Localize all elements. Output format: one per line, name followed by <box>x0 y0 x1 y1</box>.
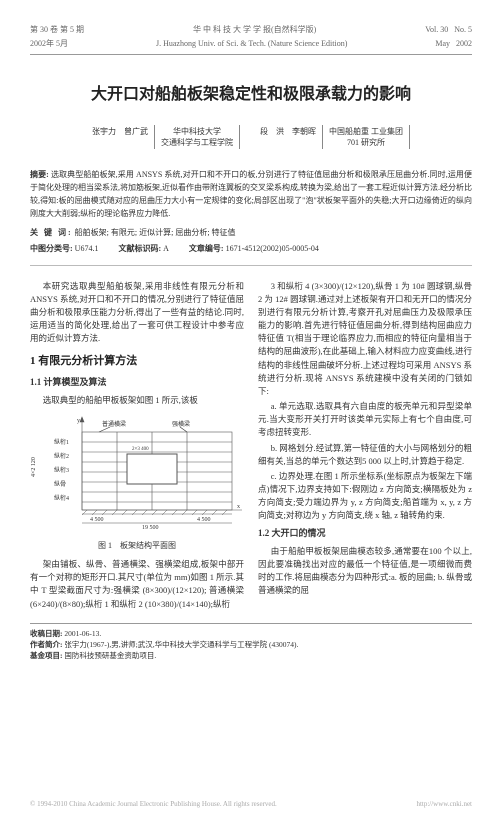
svg-text:4 500: 4 500 <box>197 517 211 523</box>
keywords-text: 船舶板架; 有限元; 近似计算; 屈曲分析; 特征值 <box>75 228 236 237</box>
svg-text:y: y <box>77 418 80 424</box>
abstract: 摘要: 选取典型船舶板架,采用 ANSYS 系统,对开口和不开口的板,分别进行了… <box>30 169 472 220</box>
abstract-label: 摘要: <box>30 170 49 179</box>
svg-text:强横梁: 强横梁 <box>172 420 190 428</box>
svg-text:x: x <box>237 504 240 510</box>
svg-text:纵骨: 纵骨 <box>54 481 66 488</box>
footer-notes: 收稿日期: 2001-06-13. 作者简介: 张宇力(1967-),男,讲师;… <box>30 623 472 662</box>
fund-label: 基金项目: <box>30 651 63 660</box>
heading-1: 1 有限元分析计算方法 <box>30 353 244 370</box>
para-after-fig: 架由铺板、纵骨、普通横梁、强横梁组成,板架中部开有一个对称的矩形开口.其尺寸(单… <box>30 558 244 611</box>
paper-title: 大开口对船舶板架稳定性和极限承载力的影响 <box>30 83 472 107</box>
watermark-right: http://www.cnki.net <box>416 799 472 810</box>
author-names-2: 段 洪 李朝晖 <box>260 125 316 138</box>
svg-text:4×2 120: 4×2 120 <box>31 457 37 477</box>
svg-text:纵桁4: 纵桁4 <box>54 494 69 502</box>
header-top-row: 第 30 卷 第 5 期 华 中 科 技 大 学 学 报(自然科学版) Vol.… <box>30 24 472 36</box>
r-p2: 由于船舶甲板板架屈曲模态较多,通常要在100 个以上,因此要准确找出对应的最低一… <box>258 545 472 598</box>
heading-1-1: 1.1 计算模型及算法 <box>30 376 244 390</box>
svg-text:普通横梁: 普通横梁 <box>102 420 126 428</box>
journal-cn: 华 中 科 技 大 学 学 报(自然科学版) <box>193 24 316 36</box>
classification-row: 中图分类号: U674.1 文献标识码: A 文章编号: 1671-4512(2… <box>30 243 472 266</box>
heading-1-2: 1.2 大开口的情况 <box>258 527 472 541</box>
recv-label: 收稿日期: <box>30 629 63 638</box>
author-bio-label: 作者简介: <box>30 640 63 649</box>
figure-1-svg: 普通横梁 强横梁 纵桁1 纵桁2 纵桁3 纵骨 纵桁4 4×2 120 2×3 … <box>30 414 244 534</box>
keywords-label: 关 键 词: <box>30 228 73 237</box>
svg-text:2×3 400: 2×3 400 <box>132 447 149 452</box>
date-en: May 2002 <box>435 38 472 50</box>
figure-1: 普通横梁 强横梁 纵桁1 纵桁2 纵桁3 纵骨 纵桁4 4×2 120 2×3 … <box>30 414 244 553</box>
header-bottom-row: 2002年 5月 J. Huazhong Univ. of Sci. & Tec… <box>30 38 472 55</box>
svg-text:4 500: 4 500 <box>90 517 104 523</box>
affiliation-1: 华中科技大学 交通科学与工程学院 <box>154 125 240 149</box>
svg-text:纵桁3: 纵桁3 <box>54 466 69 474</box>
r-pc: c. 边界处理.在图 1 所示坐标系(坐标原点为板架左下端点)情况下,边界支持如… <box>258 470 472 523</box>
date-cn: 2002年 5月 <box>30 38 68 50</box>
right-column: 3 和纵桁 4 (3×300)/(12×120),纵骨 1 为 10# 圆球钢,… <box>258 280 472 613</box>
author-block: 张宇力 曾广武 华中科技大学 交通科学与工程学院 段 洪 李朝晖 中国船舶重 工… <box>30 125 472 149</box>
author-names-1: 张宇力 曾广武 <box>92 125 148 138</box>
body-columns: 本研究选取典型船舶板架,采用非线性有限元分析和 ANSYS 系统,对开口和不开口… <box>30 280 472 613</box>
left-column: 本研究选取典型船舶板架,采用非线性有限元分析和 ANSYS 系统,对开口和不开口… <box>30 280 244 613</box>
vol-issue-cn: 第 30 卷 第 5 期 <box>30 24 84 36</box>
svg-text:纵桁2: 纵桁2 <box>54 452 69 460</box>
article-num: 文章编号: 1671-4512(2002)05-0005-04 <box>189 243 319 255</box>
clc: 中图分类号: U674.1 <box>30 243 98 255</box>
keywords: 关 键 词: 船舶板架; 有限元; 近似计算; 屈曲分析; 特征值 <box>30 227 472 239</box>
r-p1: 3 和纵桁 4 (3×300)/(12×120),纵骨 1 为 10# 圆球钢,… <box>258 280 472 399</box>
doc-code: 文献标识码: A <box>118 243 168 255</box>
para-1-1: 选取典型的船舶甲板板架如图 1 所示,该板 <box>30 394 244 407</box>
author-group-1: 张宇力 曾广武 华中科技大学 交通科学与工程学院 <box>92 125 240 149</box>
r-pa: a. 单元选取.选取具有六自由度的板壳单元和异型梁单元.当大变形开关打开时该类单… <box>258 400 472 440</box>
svg-text:19 500: 19 500 <box>142 525 159 531</box>
r-pb: b. 网格划分.经试算,第一特征值的大小与网格划分的粗细有关,当总的单元个数达到… <box>258 442 472 468</box>
author-group-2: 段 洪 李朝晖 中国船舶重 工业集团 701 研究所 <box>260 125 410 149</box>
intro-paragraph: 本研究选取典型船舶板架,采用非线性有限元分析和 ANSYS 系统,对开口和不开口… <box>30 280 244 346</box>
journal-en: J. Huazhong Univ. of Sci. & Tech. (Natur… <box>156 38 347 50</box>
vol-no-en: Vol. 30 No. 5 <box>425 24 472 36</box>
svg-text:纵桁1: 纵桁1 <box>54 438 69 446</box>
affiliation-2: 中国船舶重 工业集团 701 研究所 <box>322 125 410 149</box>
figure-1-caption: 图 1 板架结构平面图 <box>30 540 244 552</box>
abstract-text: 选取典型船舶板架,采用 ANSYS 系统,对开口和不开口的板,分别进行了特征值屈… <box>30 170 472 217</box>
watermark-left: © 1994-2010 China Academic Journal Elect… <box>30 799 277 810</box>
watermark: © 1994-2010 China Academic Journal Elect… <box>30 799 472 810</box>
